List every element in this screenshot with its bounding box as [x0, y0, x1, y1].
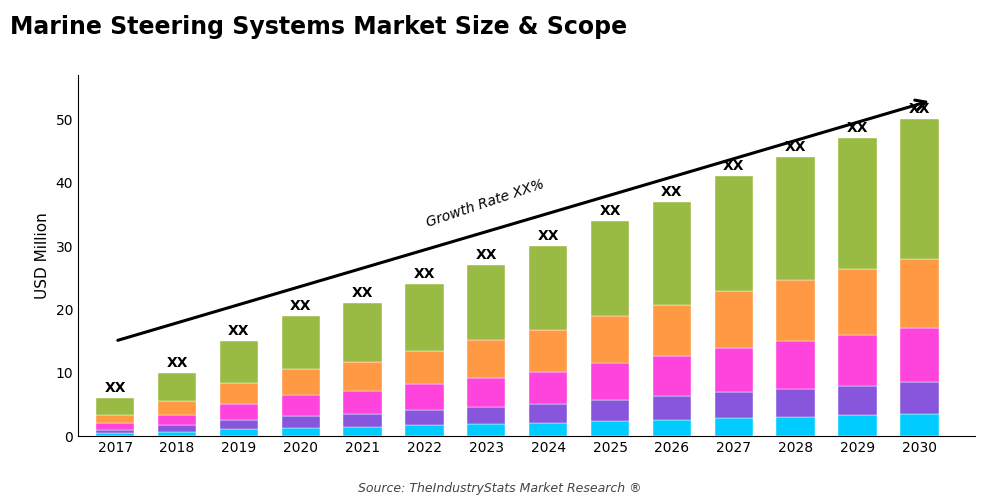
Bar [343, 414, 382, 427]
Text: Marine Steering Systems Market Size & Scope: Marine Steering Systems Market Size & Sc… [10, 15, 627, 39]
Y-axis label: USD Million: USD Million [35, 212, 50, 299]
Bar [653, 305, 691, 356]
Bar [158, 414, 196, 426]
Bar [467, 424, 505, 436]
Bar [900, 328, 939, 382]
Bar [96, 423, 134, 430]
Bar [776, 388, 815, 416]
Bar [591, 421, 629, 436]
Bar [838, 270, 877, 335]
Bar [405, 426, 444, 436]
Bar [343, 391, 382, 413]
Bar [591, 220, 629, 316]
Text: XX: XX [599, 204, 621, 218]
Bar [591, 363, 629, 400]
Bar [282, 416, 320, 428]
Bar [282, 395, 320, 415]
Bar [467, 407, 505, 424]
Text: XX: XX [661, 184, 683, 198]
Bar [467, 378, 505, 407]
Bar [838, 416, 877, 436]
Text: XX: XX [228, 324, 250, 338]
Text: XX: XX [785, 140, 806, 154]
Bar [405, 284, 444, 351]
Bar [96, 398, 134, 415]
Text: XX: XX [723, 159, 744, 173]
Bar [715, 348, 753, 392]
Text: XX: XX [476, 248, 497, 262]
Bar [776, 158, 815, 280]
Text: XX: XX [537, 229, 559, 243]
Bar [343, 303, 382, 362]
Bar [343, 362, 382, 391]
Bar [220, 404, 258, 420]
Bar [900, 382, 939, 414]
Bar [715, 418, 753, 436]
Text: XX: XX [166, 356, 188, 370]
Bar [405, 384, 444, 410]
Bar [158, 432, 196, 436]
Bar [282, 428, 320, 436]
Bar [900, 120, 939, 258]
Bar [467, 340, 505, 378]
Bar [220, 341, 258, 383]
Bar [96, 434, 134, 436]
Bar [220, 420, 258, 430]
Bar [529, 330, 567, 372]
Bar [282, 368, 320, 395]
Bar [715, 176, 753, 290]
Bar [776, 280, 815, 342]
Bar [343, 427, 382, 436]
Text: XX: XX [290, 298, 311, 312]
Text: XX: XX [909, 102, 930, 116]
Bar [158, 400, 196, 414]
Text: Source: TheIndustryStats Market Research ®: Source: TheIndustryStats Market Research… [358, 482, 642, 495]
Bar [776, 416, 815, 436]
Bar [591, 400, 629, 421]
Bar [653, 202, 691, 305]
Bar [900, 414, 939, 436]
Bar [653, 356, 691, 397]
Bar [220, 383, 258, 404]
Bar [405, 351, 444, 384]
Bar [838, 335, 877, 386]
Bar [715, 290, 753, 348]
Bar [282, 316, 320, 368]
Bar [529, 372, 567, 404]
Bar [529, 404, 567, 423]
Text: XX: XX [847, 121, 868, 135]
Bar [776, 342, 815, 388]
Bar [838, 386, 877, 416]
Bar [715, 392, 753, 418]
Bar [838, 138, 877, 270]
Bar [405, 410, 444, 426]
Bar [529, 423, 567, 436]
Bar [96, 415, 134, 423]
Bar [220, 430, 258, 436]
Text: Growth Rate XX%: Growth Rate XX% [425, 177, 546, 230]
Bar [653, 396, 691, 419]
Bar [467, 265, 505, 340]
Bar [158, 373, 196, 400]
Bar [158, 426, 196, 432]
Bar [529, 246, 567, 330]
Bar [900, 258, 939, 328]
Text: XX: XX [414, 267, 435, 281]
Bar [653, 420, 691, 436]
Text: XX: XX [104, 381, 126, 395]
Bar [96, 430, 134, 434]
Bar [591, 316, 629, 363]
Text: XX: XX [352, 286, 373, 300]
